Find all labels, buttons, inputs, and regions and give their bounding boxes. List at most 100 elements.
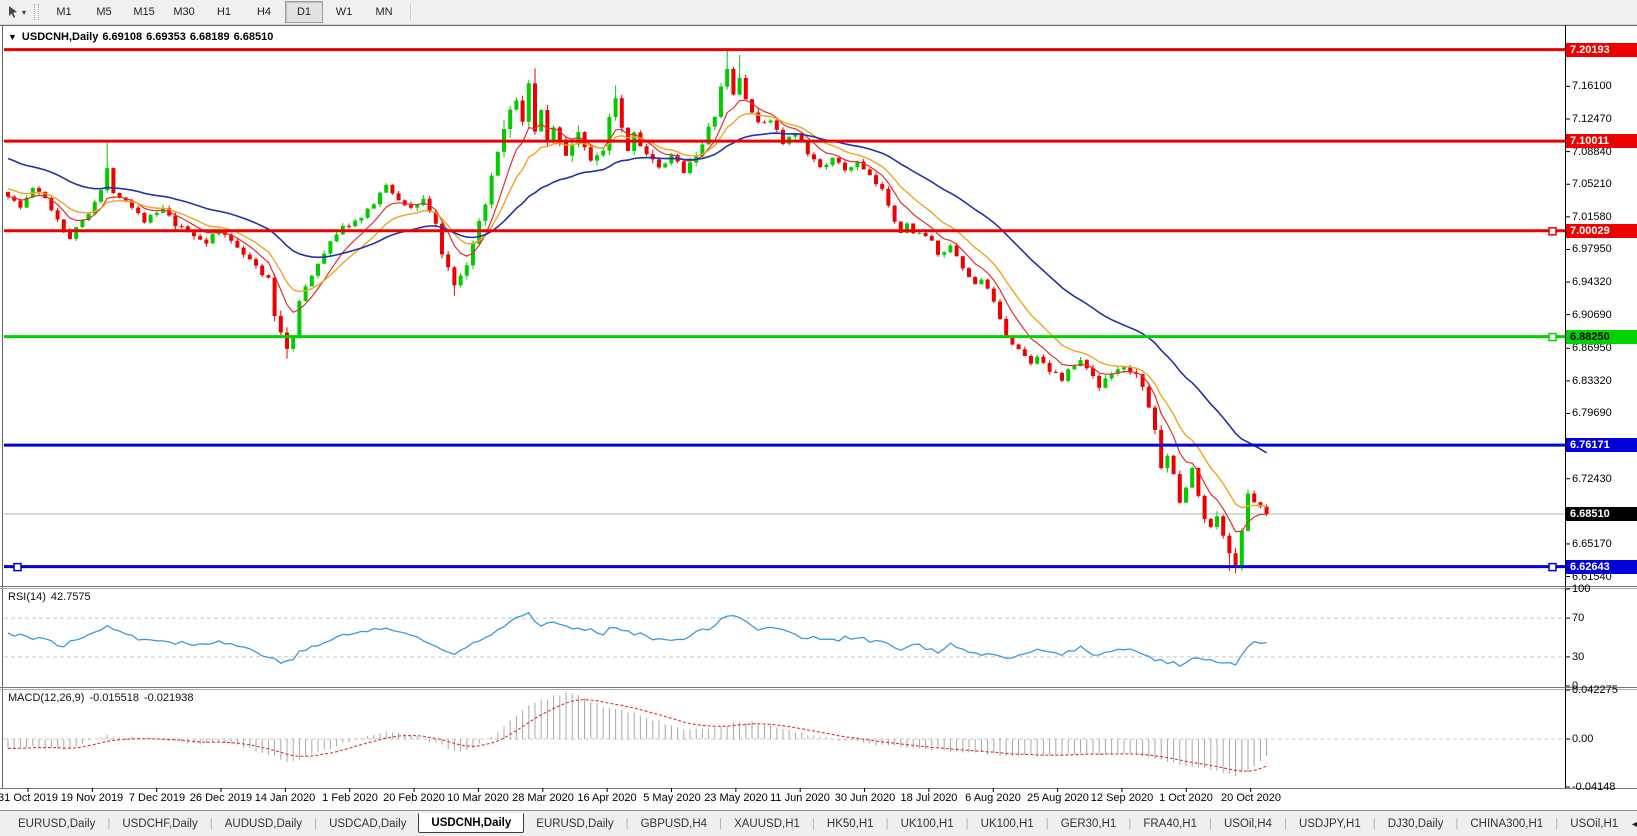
tab-china300-h1[interactable]: CHINA300,H1 (1470, 818, 1544, 830)
date-tick-label: 6 Aug 2020 (965, 792, 1021, 804)
date-tick-label: 31 Oct 2019 (0, 792, 58, 804)
ohlc-open: 6.69108 (102, 31, 143, 43)
tab-separator: | (107, 818, 111, 830)
date-tick-label: 19 Nov 2019 (60, 792, 124, 804)
price-tick-label: 7.16100 (1572, 80, 1612, 92)
level-price-label: 6.88250 (1566, 330, 1637, 344)
tab-separator: | (1455, 818, 1459, 830)
chart-tab-bar: EURUSD,Daily | USDCHF,Daily | AUDUSD,Daily | U… (0, 810, 1637, 836)
rsi-scale-label: 100 (1572, 583, 1591, 595)
price-tick-label: 7.05210 (1572, 178, 1612, 190)
ma-slow (7, 132, 1268, 454)
macd-signal-value: -0.021938 (143, 692, 194, 704)
tab-usdcad-daily[interactable]: USDCAD,Daily (329, 818, 407, 830)
date-tick-label: 20 Oct 2020 (1221, 792, 1281, 804)
price-tick-label: 7.08840 (1572, 146, 1612, 158)
tab-eurusd-daily[interactable]: EURUSD,Daily (536, 818, 614, 830)
macd-scale-label: 0.00 (1572, 733, 1594, 745)
tab-eurusd-daily[interactable]: EURUSD,Daily (18, 818, 96, 830)
timeframe-button-h1[interactable]: H1 (216, 6, 232, 18)
timeframe-button-mn[interactable]: MN (375, 6, 393, 18)
rsi-scale-label: 0 (1572, 680, 1579, 692)
price-tick-label: 6.79690 (1572, 407, 1612, 419)
macd-scale-label: 0.042275 (1572, 684, 1618, 696)
timeframe-button-h4[interactable]: H4 (256, 6, 272, 18)
macd-indicator-label: MACD(12,26,9) -0.015518 -0.021938 (8, 692, 199, 704)
macd-scale-label: -0.04148 (1572, 781, 1616, 793)
macd-name: MACD(12,26,9) (8, 692, 85, 704)
tabs: EURUSD,Daily | USDCHF,Daily | AUDUSD,Daily | U… (6, 813, 1630, 833)
rsi-value: 42.7575 (50, 591, 91, 603)
date-tick-label: 7 Dec 2019 (128, 792, 186, 804)
tab-dj30-daily[interactable]: DJ30,Daily (1387, 818, 1444, 830)
timeframe-button-d1[interactable]: D1 (285, 1, 324, 23)
rsi-name: RSI(14) (8, 591, 46, 603)
tab-separator: | (811, 818, 815, 830)
tab-separator: | (885, 818, 889, 830)
tab-separator: | (314, 818, 318, 830)
price-tick-label: 6.72430 (1572, 473, 1612, 485)
date-tick-label: 14 Jan 2020 (254, 792, 316, 804)
timeframe-button-m1[interactable]: M1 (56, 6, 72, 18)
date-tick-label: 20 Feb 2020 (383, 792, 445, 804)
chart-menu-icon[interactable]: ▼ (8, 32, 17, 42)
level-price-label: 7.20193 (1566, 43, 1637, 57)
tab-separator: | (1128, 818, 1132, 830)
tab-usoil-h4[interactable]: USOil,H4 (1224, 818, 1272, 830)
tab-uk100-h1[interactable]: UK100,H1 (980, 818, 1034, 830)
price-tick-label: 6.94320 (1572, 276, 1612, 288)
tab-separator: | (625, 818, 629, 830)
tab-usdchf-daily[interactable]: USDCHF,Daily (122, 818, 198, 830)
tab-separator: | (965, 818, 969, 830)
price-tick-label: 6.61540 (1572, 571, 1612, 583)
tab-uk100-h1[interactable]: UK100,H1 (900, 818, 954, 830)
macd-main-value: -0.015518 (89, 692, 139, 704)
tab-ger30-h1[interactable]: GER30,H1 (1060, 818, 1117, 830)
date-tick-label: 10 Mar 2020 (447, 792, 509, 804)
timeframe-button-m5[interactable]: M5 (96, 6, 112, 18)
tab-scroll-left-icon[interactable]: ◄ (1630, 819, 1637, 829)
level-price-label: 7.10011 (1566, 134, 1637, 148)
tab-scroll-arrows[interactable]: ◄► (1630, 819, 1637, 829)
level-price-label: 7.00029 (1566, 224, 1637, 238)
level-lines[interactable] (4, 48, 1565, 572)
date-tick-label: 16 Apr 2020 (577, 792, 637, 804)
tab-usoil-h1[interactable]: USOil,H1 (1570, 818, 1619, 830)
date-tick-label: 11 Jun 2020 (770, 792, 830, 804)
tab-separator: | (1372, 818, 1376, 830)
level-price-label: 6.76171 (1566, 438, 1637, 452)
chart-title: ▼ USDCNH,Daily 6.69108 6.69353 6.68189 6.6851… (8, 31, 277, 43)
date-tick-label: 26 Dec 2019 (189, 792, 253, 804)
tab-usdcnh-daily[interactable]: USDCNH,Daily (418, 813, 525, 833)
tab-separator: | (1045, 818, 1049, 830)
timeframe-buttons: M1 M5 M15 M30 H1 H4 D1 W1 MN (44, 1, 404, 23)
rsi-indicator-label: RSI(14) 42.7575 (8, 591, 96, 603)
timeframe-button-m15[interactable]: M15 (133, 6, 155, 18)
macd-signal-line (8, 699, 1267, 772)
tab-usdjpy-h1[interactable]: USDJPY,H1 (1298, 818, 1361, 830)
ohlc-close: 6.68510 (233, 31, 274, 43)
ma-mid (7, 112, 1267, 509)
rsi-scale-label: 30 (1572, 651, 1585, 663)
pointer-tool-button[interactable]: ▾ (3, 2, 29, 22)
date-tick-label: 5 May 2020 (643, 792, 701, 804)
timeframe-button-m30[interactable]: M30 (173, 6, 195, 18)
tab-separator: | (209, 818, 213, 830)
tab-separator: | (719, 818, 723, 830)
ma-fast (7, 99, 1267, 533)
macd-histogram (7, 691, 1268, 776)
tab-hk50-h1[interactable]: HK50,H1 (826, 818, 874, 830)
tab-gbpusd-h4[interactable]: GBPUSD,H4 (640, 818, 708, 830)
timeframe-button-w1[interactable]: W1 (335, 6, 353, 18)
tab-xauusd-h1[interactable]: XAUUSD,H1 (734, 818, 800, 830)
date-tick-label: 30 Jun 2020 (834, 792, 896, 804)
tab-fra40-h1[interactable]: FRA40,H1 (1143, 818, 1197, 830)
chart-symbol: USDCNH,Daily (21, 31, 99, 43)
toolbar-grip[interactable] (34, 4, 40, 20)
price-tick-label: 6.90690 (1572, 309, 1612, 321)
tab-audusd-daily[interactable]: AUDUSD,Daily (224, 818, 303, 830)
rsi-line (7, 611, 1267, 667)
price-tick-label: 7.12470 (1572, 113, 1612, 125)
